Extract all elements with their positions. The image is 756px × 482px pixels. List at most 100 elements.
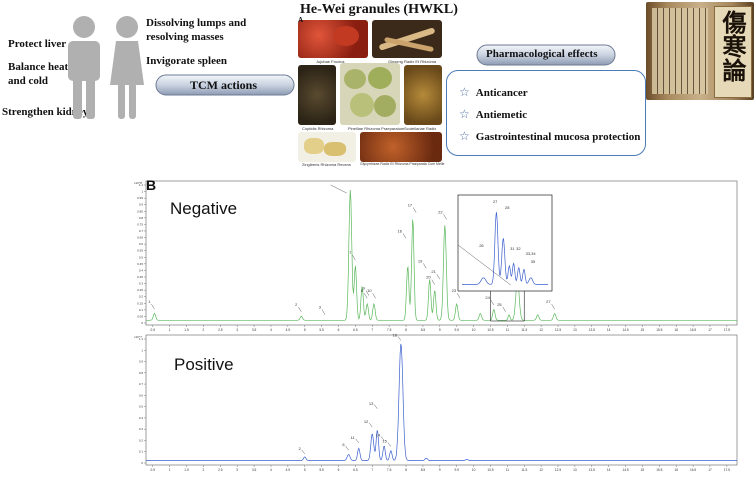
peak-arrow: [372, 293, 376, 299]
x-tick-label: 4.5: [286, 468, 291, 472]
y-tick-label-negative: 0.9: [139, 203, 144, 207]
x-tick-label: 4: [270, 468, 272, 472]
balance-heat-cold-line: Balance heat and cold: [8, 61, 69, 87]
chromatogram-svg: 0.50.5111.51.5222.52.5333.53.5444.54.555…: [134, 180, 738, 472]
peak-arrow: [365, 290, 370, 296]
balance-heat-cold-text: Balance heat and cold: [8, 60, 68, 88]
x-tick-label: 10.5: [487, 468, 493, 472]
peak-arrow: [374, 404, 378, 409]
inset-peak-label: 27: [493, 199, 498, 204]
x-tick-label: 4: [270, 328, 272, 332]
x-tick-label: 17.5: [724, 328, 730, 332]
peak-arrow: [301, 449, 305, 455]
x-tick-label: 12: [539, 328, 543, 332]
positive-plot-frame: [145, 334, 738, 466]
pharmacological-label: Pharmacological effects: [486, 48, 598, 60]
inset-trace: [462, 212, 548, 285]
y-tick-label-negative: 0.05: [137, 314, 143, 318]
y-tick-label-negative: 0.7: [139, 229, 144, 233]
peak-arrow: [369, 422, 373, 428]
chromatogram-panel: 0.5 0.5 1 1 1.5 1.5 2 2 2.5 2.5 3 3 3.5 3.5 4 4 4.5 4.5 5 5…: [132, 175, 743, 472]
x-tick-label: 7: [371, 468, 373, 472]
y-tick-label-negative: 0.6: [139, 242, 144, 246]
x-tick-label: 8: [405, 468, 407, 472]
positive-peak-label: 15: [382, 439, 387, 444]
inset-peak-label: 31: [510, 246, 515, 251]
negative-peak-label: 24: [485, 295, 490, 300]
inset-peak-label: 32: [516, 246, 521, 251]
peak-arrow: [431, 279, 435, 285]
strengthen-kidney-text: Strengthen kidney: [2, 106, 89, 118]
y-tick-label-negative: 0.4: [139, 268, 144, 272]
negative-peak-label: 17: [408, 203, 413, 208]
peak-arrow: [380, 436, 385, 441]
x-tick-label: 12.5: [555, 328, 561, 332]
negative-peak-label: 16: [398, 228, 403, 233]
peak-arrow: [456, 293, 461, 299]
negative-peak-label: 23: [452, 288, 457, 293]
peak-arrow: [423, 263, 427, 269]
y-tick-label-positive: 0: [141, 461, 143, 465]
x-tick-label: 17.5: [724, 468, 730, 472]
y-tick-label-positive: 0.7: [139, 382, 144, 386]
protect-liver-text: Protect liver: [8, 38, 67, 50]
y-tick-label-positive: 1.1: [139, 337, 144, 341]
y-tick-label-positive: 0.6: [139, 393, 144, 397]
herb-label-ginseng: Ginseng Radix Et Rhizoma: [388, 59, 437, 64]
herb-label-zingiberis: Zingiberis Rhizoma Recens: [302, 162, 351, 167]
y-tick-label-positive: 0.9: [139, 360, 144, 364]
male-figure-icon: [68, 16, 100, 119]
x-tick-label: 0.5: [151, 468, 156, 472]
zoom-connector: [457, 244, 511, 286]
negative-y-prefix: x10^8: [134, 181, 142, 185]
peak-arrow: [551, 304, 555, 310]
effect-anticancer: ☆ Anticancer: [459, 85, 528, 100]
peak-arrow: [502, 306, 506, 312]
peak-arrow: [443, 214, 447, 220]
x-tick-label: 16.5: [690, 328, 696, 332]
positive-peak-label: 2: [298, 446, 301, 451]
y-tick-label-negative: 0.85: [137, 209, 143, 213]
x-tick-label: 17: [708, 468, 712, 472]
inset-peak-label: 28: [505, 205, 510, 210]
negative-peak-label: 19: [418, 258, 423, 263]
y-tick-label-negative: 0.75: [137, 222, 143, 226]
y-tick-label-negative: 0.95: [137, 196, 143, 200]
herb-collage: Jujubae Fructus Ginseng Radix Et Rhizoma…: [296, 16, 444, 167]
herb-coptidis-image: [298, 65, 336, 125]
effects-box: ☆ Anticancer ☆ Antiemetic ☆ Gastrointestina…: [446, 70, 646, 156]
herb-jujubae-image: [298, 20, 368, 58]
positive-peak-label: 11: [351, 435, 356, 440]
inset-frame: [457, 194, 553, 292]
peak-arrow: [321, 309, 326, 315]
dissolving-lumps-text: Dissolving lumps and resolving masses: [146, 16, 246, 44]
x-tick-label: 10: [472, 468, 476, 472]
x-tick-label: 4.5: [286, 328, 291, 332]
y-tick-label-negative: 0.8: [139, 216, 144, 220]
positive-trace: [146, 343, 737, 461]
y-tick-label-negative: 0.15: [137, 301, 143, 305]
x-tick-label: 8: [405, 328, 407, 332]
y-tick-label-negative: 1.1: [139, 183, 144, 187]
x-tick-label: 15: [641, 328, 645, 332]
negative-peak-label: 25: [497, 302, 502, 307]
x-tick-label: 14: [607, 328, 611, 332]
x-tick-label: 5: [304, 468, 306, 472]
x-tick-label: 11.5: [521, 328, 527, 332]
y-tick-label-negative: 0.45: [137, 262, 143, 266]
peak-arrow: [397, 336, 402, 341]
x-tick-label: 9: [439, 328, 441, 332]
negative-peak-label: 7: [349, 250, 352, 255]
y-tick-label-negative: 0.3: [139, 282, 144, 286]
herb-label-pinelliae: Pinelliae Rhizoma Praeparatum: [348, 126, 405, 131]
y-tick-label-negative: 0: [141, 321, 143, 325]
x-tick-label: 16: [674, 328, 678, 332]
peak-arrow: [387, 442, 392, 447]
x-tick-label: 7: [371, 328, 373, 332]
negative-peak-label: 27: [546, 299, 551, 304]
x-tick-label: 8.5: [421, 328, 426, 332]
x-tick-label: 7.5: [387, 468, 392, 472]
herb-zingiberis-image: [298, 132, 356, 162]
effect-antiemetic: ☆ Antiemetic: [459, 107, 527, 122]
x-tick-label: 3.5: [252, 468, 257, 472]
